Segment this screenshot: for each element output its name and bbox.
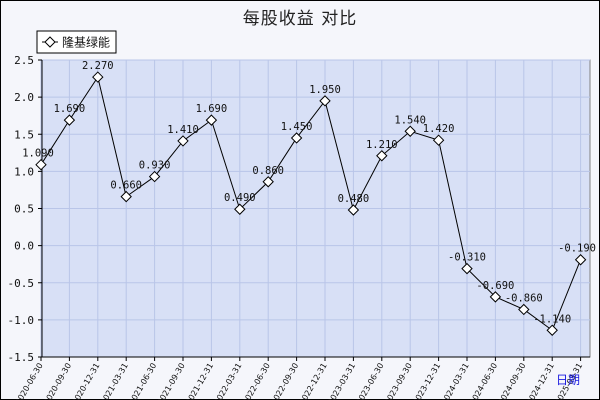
data-point-marker [546, 324, 558, 336]
data-label: 1.950 [309, 84, 341, 96]
x-axis: 2020-06-302020-09-302020-12-312021-03-31… [14, 356, 590, 400]
series-layer: 1.090 1.690 2.270 0.660 0.930 1.410 1.690 0.490… [22, 60, 596, 336]
legend-marker-diamond [44, 36, 56, 48]
data-point-marker [290, 132, 303, 144]
y-tick-label: 1.0 [14, 165, 34, 178]
x-tick-label: 2020-09-30 [42, 362, 73, 400]
data-label: 1.410 [167, 124, 199, 136]
data-label: 1.540 [394, 114, 426, 126]
x-tick-label: 2020-12-31 [70, 362, 101, 400]
data-label: 2.270 [82, 60, 114, 72]
x-tick-label: 2022-03-31 [212, 362, 243, 400]
data-label: -0.190 [558, 243, 596, 255]
data-label: 1.690 [196, 103, 228, 115]
x-tick-label: 2022-06-30 [241, 362, 272, 400]
legend: 隆基绿能 [36, 30, 117, 54]
data-point-marker [120, 190, 132, 203]
x-tick-label: 2021-12-31 [184, 362, 215, 400]
data-point-marker [489, 291, 502, 303]
data-point-marker [35, 158, 47, 171]
data-label: 0.490 [224, 192, 256, 204]
data-label: -0.310 [448, 252, 486, 264]
y-tick-label: -1.0 [8, 314, 35, 327]
x-tick-label: 2023-06-30 [354, 362, 385, 400]
data-point-marker [432, 134, 445, 146]
data-label: 1.090 [22, 148, 54, 160]
data-label: 1.210 [366, 139, 398, 151]
grid-lines [40, 59, 590, 358]
data-label: 1.450 [281, 121, 313, 133]
data-label: 0.660 [110, 180, 142, 192]
data-label: 0.860 [252, 165, 284, 177]
data-point-marker [319, 95, 331, 107]
data-point-marker [518, 303, 530, 316]
data-point-marker [376, 150, 388, 162]
y-tick-label: 0.0 [14, 240, 34, 253]
x-tick-label: 2021-09-30 [156, 362, 187, 400]
legend-label: 隆基绿能 [62, 35, 110, 50]
x-tick-label: 2024-09-30 [496, 362, 527, 400]
data-point-marker [347, 204, 360, 216]
x-axis-label: 日期 [556, 373, 580, 387]
x-tick-label: 2020-06-30 [14, 362, 45, 400]
x-tick-label: 2022-09-30 [269, 362, 300, 400]
x-tick-label: 2021-06-30 [127, 362, 158, 400]
x-tick-label: 2024-12-31 [525, 362, 556, 400]
data-point-marker [92, 71, 104, 83]
data-label: -1.140 [533, 313, 571, 325]
data-point-marker [177, 135, 189, 147]
data-label: 0.930 [139, 160, 171, 172]
y-tick-label: -1.5 [8, 351, 35, 364]
x-tick-label: 2023-03-31 [326, 362, 357, 400]
data-point-marker [63, 114, 76, 126]
data-point-marker [148, 170, 161, 183]
x-tick-label: 2024-03-31 [440, 362, 471, 400]
x-tick-label: 2023-12-31 [411, 362, 442, 400]
data-label: 1.690 [54, 103, 86, 115]
x-tick-label: 2021-03-31 [99, 362, 130, 400]
y-tick-label: 1.5 [14, 128, 34, 141]
y-tick-label: 2.0 [14, 91, 34, 104]
data-point-marker [262, 176, 274, 188]
data-label: -0.860 [505, 292, 543, 304]
x-tick-label: 2024-06-30 [468, 362, 499, 400]
x-tick-label: 2023-09-30 [383, 362, 414, 400]
y-tick-label: 0.5 [14, 203, 34, 216]
data-point-marker [574, 254, 587, 266]
data-point-marker [404, 125, 416, 137]
data-point-marker [205, 114, 218, 126]
data-label: 0.480 [338, 193, 370, 205]
series-line [40, 75, 582, 332]
y-tick-label: -0.5 [8, 277, 35, 290]
legend-box [36, 30, 117, 54]
y-axis: 2.5 2.0 1.5 1.0 0.5 0.0 -0.5 -1.0 -1.5 [8, 54, 43, 364]
data-label: -0.690 [476, 280, 514, 292]
data-label: 1.420 [423, 123, 455, 135]
chart-title: 每股收益 对比 [242, 9, 358, 29]
x-tick-label: 2022-12-31 [298, 362, 329, 400]
data-point-marker [234, 203, 246, 215]
data-point-marker [461, 262, 473, 275]
y-tick-label: 2.5 [14, 54, 34, 67]
